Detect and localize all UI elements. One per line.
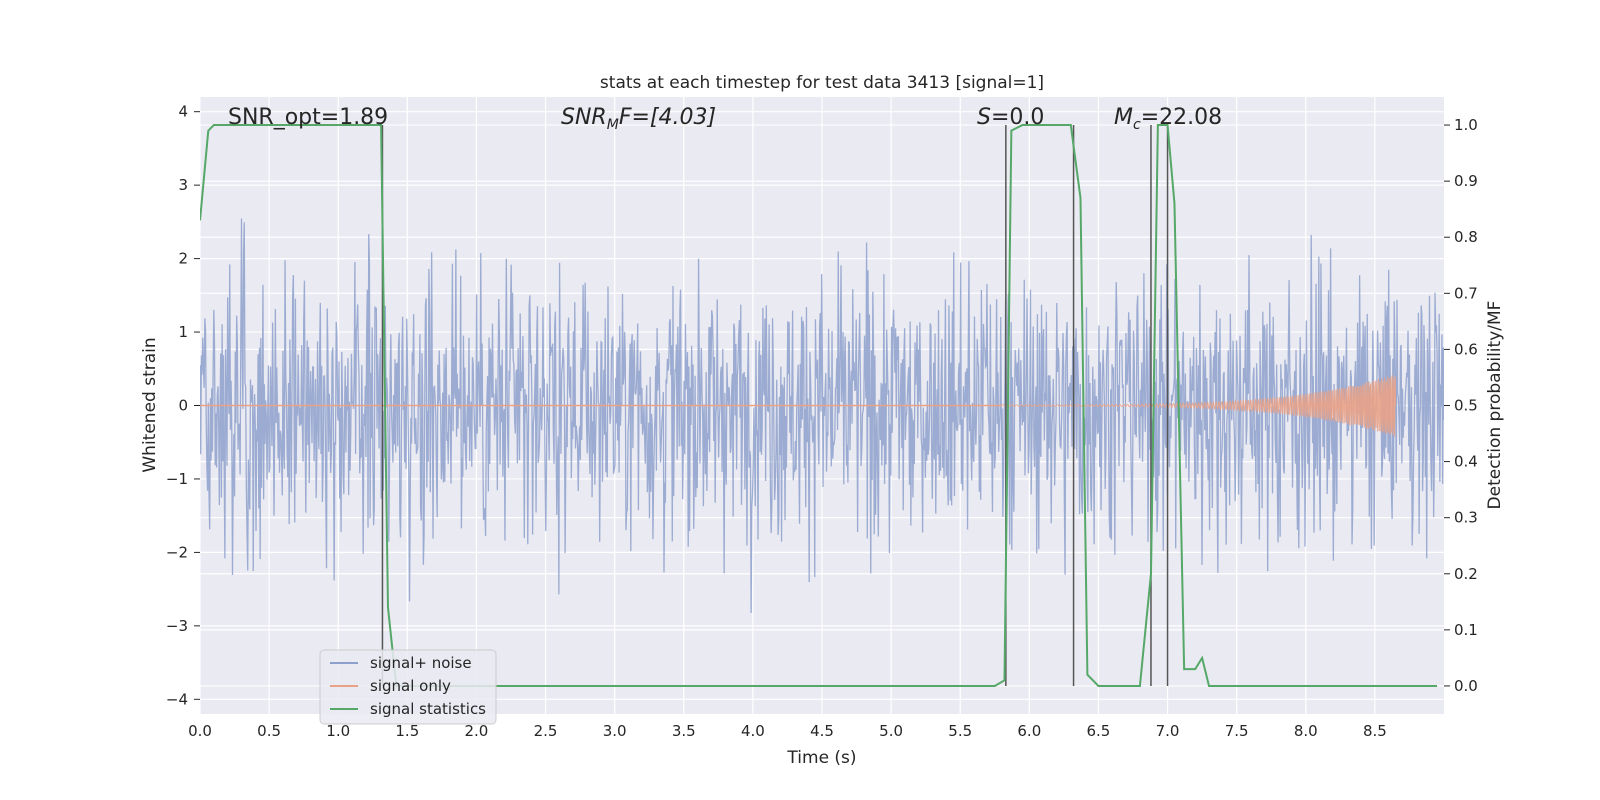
x-tick-label: 6.0: [1017, 722, 1041, 740]
y-right-tick-label: 0.6: [1454, 340, 1478, 358]
annotation-s: S=0.0: [977, 105, 1044, 130]
annotation-mc: Mc=22.08: [1114, 105, 1222, 133]
chart-title: stats at each timestep for test data 341…: [600, 73, 1044, 93]
x-tick-label: 0.0: [188, 722, 212, 740]
x-tick-label: 5.5: [948, 722, 972, 740]
x-tick-label: 8.0: [1294, 722, 1318, 740]
y-left-tick-label: −1: [166, 470, 188, 488]
y-left-axis-ticks: −4 −3 −2 −1 0 1 2 3 4: [166, 103, 200, 708]
series-signal-statistics: [200, 124, 1438, 687]
y-left-axis-label: Whitened strain: [140, 337, 160, 472]
y-left-tick-label: 3: [178, 176, 188, 194]
x-tick-label: 3.5: [672, 722, 696, 740]
y-right-tick-label: 0.7: [1454, 284, 1478, 302]
x-tick-label: 4.5: [810, 722, 834, 740]
x-tick-label: 5.0: [879, 722, 903, 740]
x-tick-label: 6.5: [1087, 722, 1111, 740]
y-left-tick-label: −2: [166, 543, 188, 561]
legend: signal+ noise signal only signal statist…: [319, 649, 497, 725]
x-tick-label: 1.5: [395, 722, 419, 740]
x-tick-label: 7.5: [1225, 722, 1249, 740]
y-right-tick-label: 0.2: [1454, 565, 1478, 583]
y-right-tick-label: 1.0: [1454, 116, 1478, 134]
y-left-tick-label: 0: [178, 397, 188, 415]
y-right-axis-ticks: 0.0 0.1 0.2 0.3 0.4 0.5 0.6 0.7 0.8 0.9 1.0: [1444, 116, 1478, 695]
y-right-tick-label: 0.3: [1454, 509, 1478, 527]
y-right-axis-label: Detection probability/MF: [1485, 301, 1505, 510]
x-tick-label: 4.0: [741, 722, 765, 740]
y-left-tick-label: 2: [178, 250, 188, 268]
y-left-tick-label: 4: [178, 103, 188, 121]
y-left-tick-label: 1: [178, 323, 188, 341]
y-right-tick-label: 0.9: [1454, 172, 1478, 190]
signal-chirp: [1001, 375, 1397, 437]
x-tick-label: 8.5: [1363, 722, 1387, 740]
x-tick-label: 2.0: [465, 722, 489, 740]
noise-trace: [200, 218, 1444, 613]
y-right-tick-label: 0.5: [1454, 397, 1478, 415]
x-tick-label: 2.5: [534, 722, 558, 740]
x-tick-label: 1.0: [326, 722, 350, 740]
x-tick-label: 3.0: [603, 722, 627, 740]
x-axis-label: Time (s): [786, 748, 856, 768]
y-right-tick-label: 0.8: [1454, 228, 1478, 246]
annotation-snr-opt: SNR_opt=1.89: [228, 105, 388, 130]
legend-label-signal: signal only: [370, 677, 451, 695]
legend-box: [319, 649, 497, 725]
series-signal-noise: [200, 218, 1444, 613]
y-right-tick-label: 0.1: [1454, 621, 1478, 639]
statistics-line: [200, 124, 1438, 687]
y-right-tick-label: 0.0: [1454, 677, 1478, 695]
x-axis-ticks: 0.0 0.5 1.0 1.5 2.0 2.5 3.0 3.5 4.0 4.5 5.0 5.5 6.0 6…: [188, 722, 1387, 740]
y-right-tick-label: 0.4: [1454, 453, 1478, 471]
y-left-tick-label: −3: [166, 617, 188, 635]
annotation-snr-mf: SNRMF=[4.03]: [561, 105, 716, 133]
y-left-tick-label: −4: [166, 690, 188, 708]
x-tick-label: 0.5: [257, 722, 281, 740]
legend-label-statistics: signal statistics: [370, 700, 486, 718]
series-signal-only: [200, 375, 1397, 437]
x-tick-label: 7.0: [1156, 722, 1180, 740]
legend-label-noise: signal+ noise: [370, 654, 472, 672]
